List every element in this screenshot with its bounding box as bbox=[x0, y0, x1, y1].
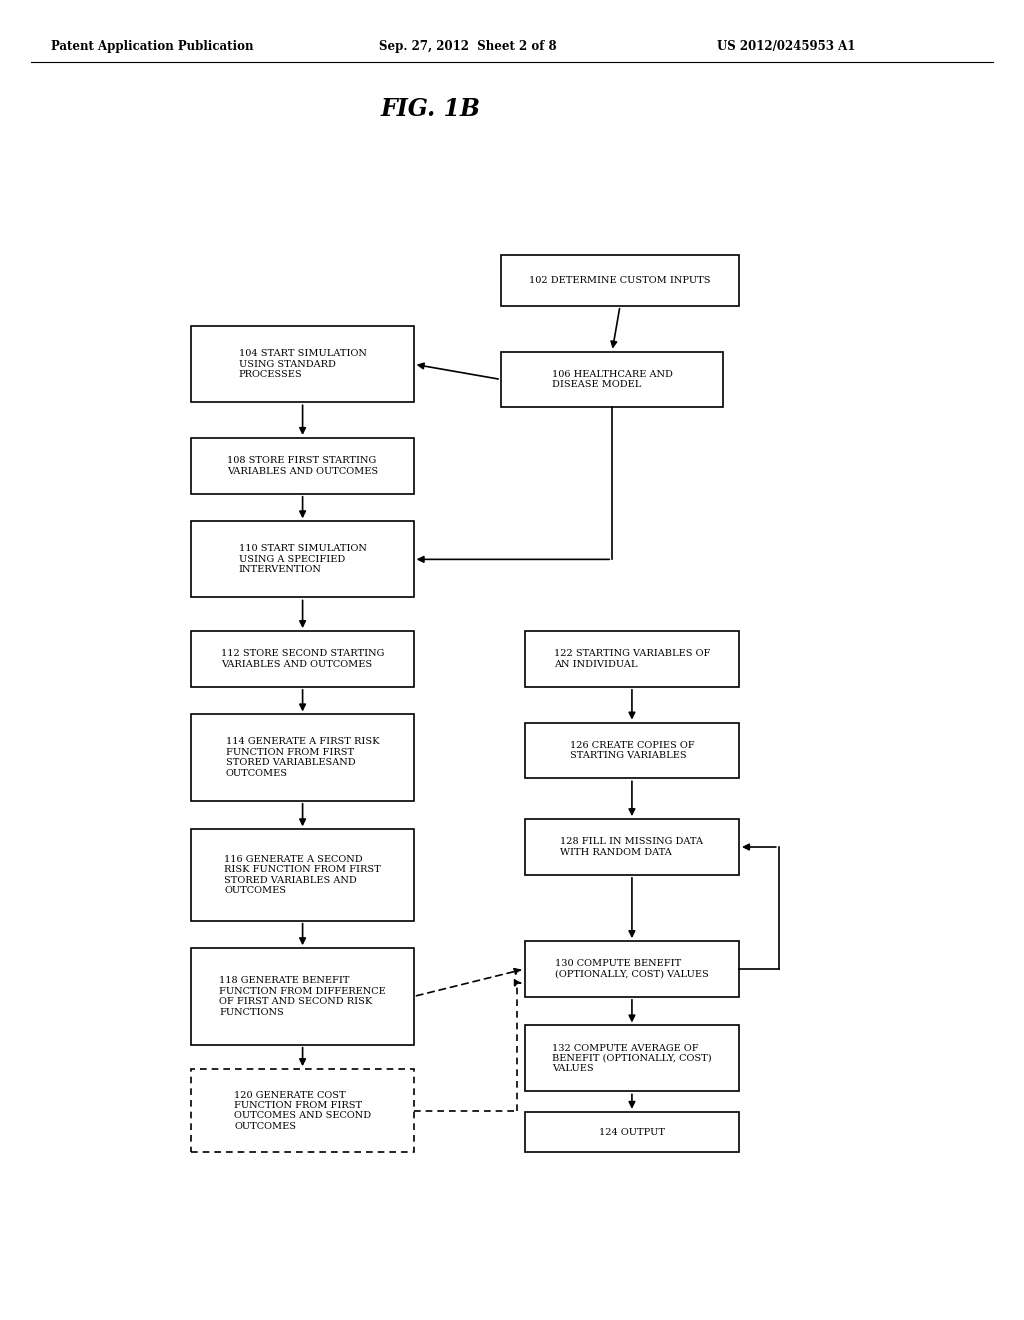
Text: 120 GENERATE COST
FUNCTION FROM FIRST
OUTCOMES AND SECOND
OUTCOMES: 120 GENERATE COST FUNCTION FROM FIRST OU… bbox=[234, 1090, 371, 1131]
Text: 104 START SIMULATION
USING STANDARD
PROCESSES: 104 START SIMULATION USING STANDARD PROC… bbox=[239, 350, 367, 379]
FancyBboxPatch shape bbox=[191, 1069, 414, 1152]
Text: 118 GENERATE BENEFIT
FUNCTION FROM DIFFERENCE
OF FIRST AND SECOND RISK
FUNCTIONS: 118 GENERATE BENEFIT FUNCTION FROM DIFFE… bbox=[219, 977, 386, 1016]
FancyBboxPatch shape bbox=[524, 1111, 739, 1152]
Text: 122 STARTING VARIABLES OF
AN INDIVIDUAL: 122 STARTING VARIABLES OF AN INDIVIDUAL bbox=[554, 649, 710, 669]
Text: 124 OUTPUT: 124 OUTPUT bbox=[599, 1127, 665, 1137]
Text: 110 START SIMULATION
USING A SPECIFIED
INTERVENTION: 110 START SIMULATION USING A SPECIFIED I… bbox=[239, 544, 367, 574]
Text: 126 CREATE COPIES OF
STARTING VARIABLES: 126 CREATE COPIES OF STARTING VARIABLES bbox=[569, 741, 694, 760]
Text: 108 STORE FIRST STARTING
VARIABLES AND OUTCOMES: 108 STORE FIRST STARTING VARIABLES AND O… bbox=[227, 457, 378, 475]
Text: 106 HEALTHCARE AND
DISEASE MODEL: 106 HEALTHCARE AND DISEASE MODEL bbox=[552, 370, 673, 389]
Text: 128 FILL IN MISSING DATA
WITH RANDOM DATA: 128 FILL IN MISSING DATA WITH RANDOM DAT… bbox=[560, 837, 703, 857]
FancyBboxPatch shape bbox=[191, 631, 414, 686]
FancyBboxPatch shape bbox=[524, 818, 739, 875]
FancyBboxPatch shape bbox=[501, 351, 723, 408]
FancyBboxPatch shape bbox=[191, 521, 414, 598]
FancyBboxPatch shape bbox=[501, 255, 739, 306]
FancyBboxPatch shape bbox=[191, 326, 414, 403]
Text: 112 STORE SECOND STARTING
VARIABLES AND OUTCOMES: 112 STORE SECOND STARTING VARIABLES AND … bbox=[221, 649, 384, 669]
Text: 116 GENERATE A SECOND
RISK FUNCTION FROM FIRST
STORED VARIABLES AND
OUTCOMES: 116 GENERATE A SECOND RISK FUNCTION FROM… bbox=[224, 855, 381, 895]
Text: Patent Application Publication: Patent Application Publication bbox=[51, 40, 254, 53]
Text: 132 COMPUTE AVERAGE OF
BENEFIT (OPTIONALLY, COST)
VALUES: 132 COMPUTE AVERAGE OF BENEFIT (OPTIONAL… bbox=[552, 1044, 712, 1073]
FancyBboxPatch shape bbox=[524, 722, 739, 779]
FancyBboxPatch shape bbox=[524, 1026, 739, 1092]
Text: Sep. 27, 2012  Sheet 2 of 8: Sep. 27, 2012 Sheet 2 of 8 bbox=[379, 40, 556, 53]
Text: FIG. 1B: FIG. 1B bbox=[380, 98, 480, 121]
FancyBboxPatch shape bbox=[191, 829, 414, 921]
FancyBboxPatch shape bbox=[191, 438, 414, 494]
Text: 130 COMPUTE BENEFIT
(OPTIONALLY, COST) VALUES: 130 COMPUTE BENEFIT (OPTIONALLY, COST) V… bbox=[555, 960, 709, 978]
Text: US 2012/0245953 A1: US 2012/0245953 A1 bbox=[717, 40, 855, 53]
FancyBboxPatch shape bbox=[191, 714, 414, 801]
FancyBboxPatch shape bbox=[191, 948, 414, 1044]
Text: 114 GENERATE A FIRST RISK
FUNCTION FROM FIRST
STORED VARIABLESAND
OUTCOMES: 114 GENERATE A FIRST RISK FUNCTION FROM … bbox=[226, 738, 379, 777]
FancyBboxPatch shape bbox=[524, 631, 739, 686]
Text: 102 DETERMINE CUSTOM INPUTS: 102 DETERMINE CUSTOM INPUTS bbox=[529, 276, 711, 285]
FancyBboxPatch shape bbox=[524, 941, 739, 997]
